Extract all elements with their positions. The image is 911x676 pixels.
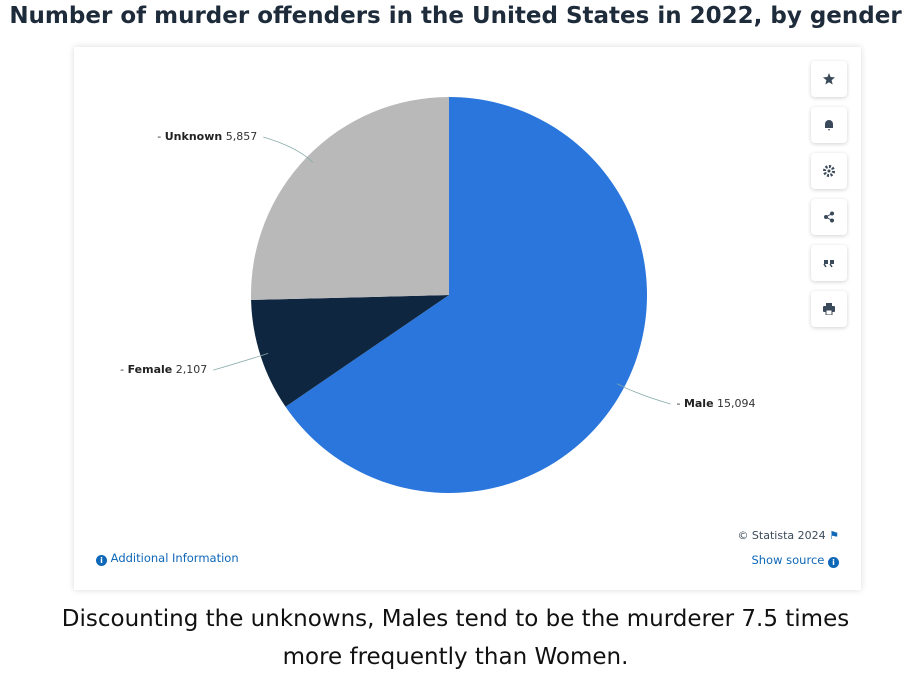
notify-button[interactable] [811, 107, 847, 143]
data-label-category: Female [128, 363, 173, 376]
show-source-text[interactable]: Show source [751, 553, 825, 567]
chart-card: - Male 15,094- Female 2,107- Unknown 5,8… [74, 47, 861, 590]
label-connector [263, 136, 314, 163]
caption: Discounting the unknowns, Males tend to … [61, 606, 850, 670]
data-label: - Male 15,094 [676, 397, 755, 410]
data-label-category: Unknown [165, 130, 222, 143]
chart-title: Number of murder offenders in the United… [9, 3, 902, 29]
chart: - Male 15,094- Female 2,107- Unknown 5,8… [120, 97, 756, 493]
data-label-dash: - [120, 363, 127, 376]
data-label-category: Male [684, 397, 714, 410]
cite-button[interactable] [811, 245, 847, 281]
pie-slice [285, 97, 647, 493]
share-button[interactable] [811, 199, 847, 235]
data-label-value: 2,107 [176, 363, 208, 376]
label-connector [213, 352, 269, 371]
credit-text: © Statista 2024 [737, 529, 826, 542]
favorite-button[interactable] [811, 61, 847, 97]
show-source[interactable]: Show source i [751, 553, 839, 568]
pie-slice [251, 97, 449, 300]
additional-info[interactable]: i Additional Information [96, 551, 239, 566]
print-button[interactable] [811, 291, 847, 327]
settings-button[interactable] [811, 153, 847, 189]
data-label: - Unknown 5,857 [157, 130, 257, 143]
data-label-dash: - [157, 130, 164, 143]
additional-info-text[interactable]: Additional Information [110, 551, 239, 565]
label-connector [616, 383, 671, 405]
data-label-dash: - [676, 397, 683, 410]
data-label-value: 15,094 [717, 397, 756, 410]
pie-slice [251, 295, 449, 407]
credit: © Statista 2024 ⚑ [737, 529, 839, 542]
data-label: - Female 2,107 [120, 363, 207, 376]
data-label-value: 5,857 [226, 130, 258, 143]
